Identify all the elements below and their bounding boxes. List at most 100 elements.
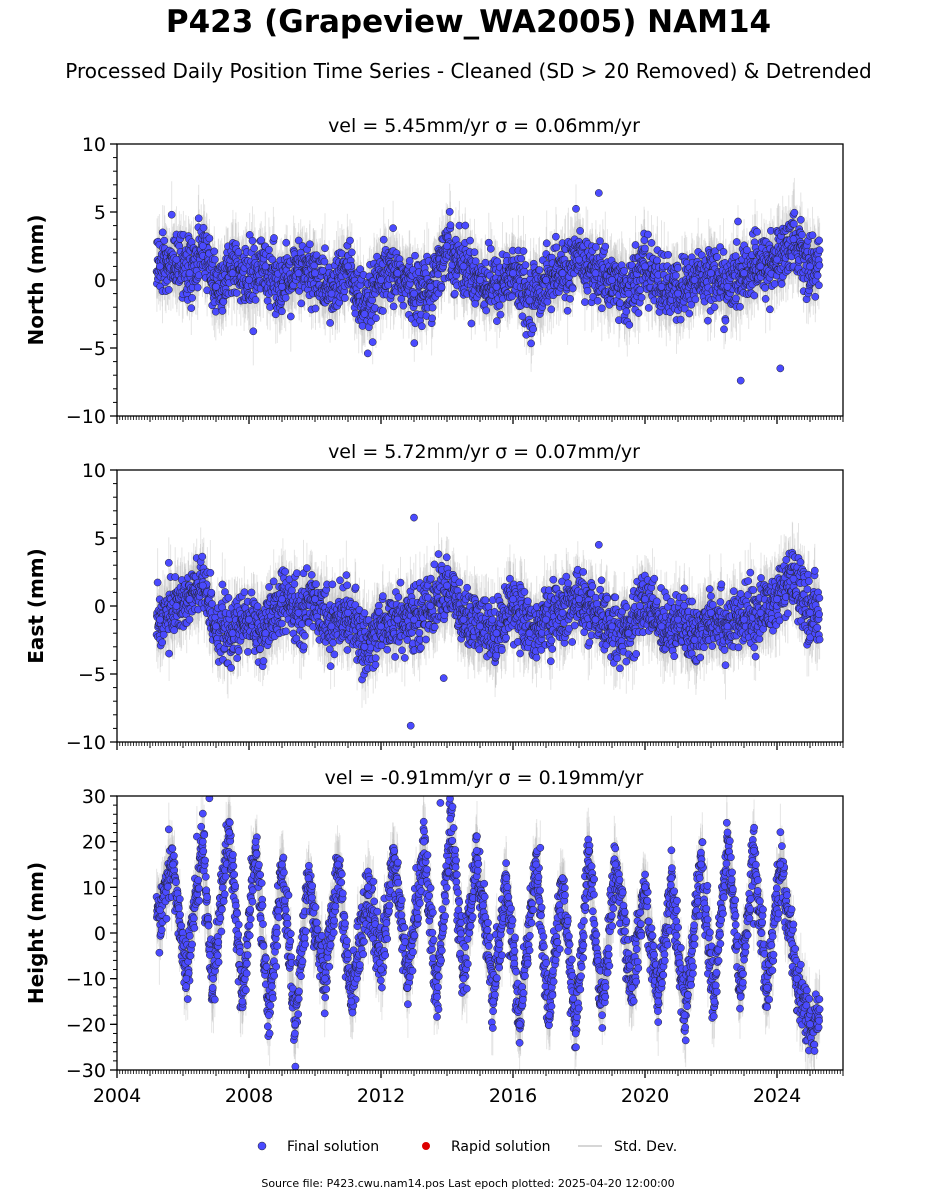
- y-axis-label: Height (mm): [24, 862, 48, 1004]
- data-point: [509, 269, 517, 278]
- data-point: [327, 289, 336, 298]
- data-point: [476, 622, 484, 631]
- y-tick-label: 10: [82, 877, 106, 899]
- data-point: [680, 1011, 689, 1020]
- plot-area: [152, 177, 824, 385]
- y-tick-label: 10: [82, 134, 106, 156]
- data-point: [439, 674, 448, 682]
- data-point: [393, 615, 402, 624]
- data-point: [558, 269, 567, 278]
- data-point: [377, 622, 385, 631]
- data-point: [436, 799, 445, 807]
- data-point: [443, 581, 451, 590]
- data-point: [294, 269, 303, 278]
- data-point: [410, 513, 418, 522]
- data-point: [459, 615, 468, 624]
- data-point: [571, 1029, 580, 1038]
- data-point: [723, 622, 732, 631]
- data-point: [624, 289, 633, 298]
- data-point: [697, 860, 705, 869]
- plot-area: [152, 513, 824, 730]
- data-point: [278, 282, 286, 291]
- data-point: [228, 269, 237, 278]
- data-point: [611, 860, 620, 869]
- data-point: [443, 242, 451, 250]
- data-point: [212, 622, 220, 631]
- data-point: [360, 310, 369, 318]
- data-point: [707, 608, 715, 617]
- data-point: [627, 983, 636, 992]
- data-point: [327, 622, 336, 631]
- data-point: [575, 595, 583, 604]
- data-point: [594, 540, 603, 549]
- legend-label: Std. Dev.: [614, 1139, 677, 1155]
- data-point: [420, 837, 428, 846]
- legend-item-rapid-solution: Rapid solution: [422, 1139, 551, 1155]
- y-tick-label: −20: [66, 1014, 106, 1036]
- data-point: [492, 629, 501, 638]
- legend-marker: [257, 1141, 267, 1151]
- data-point: [723, 828, 732, 837]
- data-point: [585, 846, 593, 855]
- data-point: [238, 997, 247, 1006]
- final-solution-points: [152, 513, 824, 730]
- data-point: [608, 276, 616, 284]
- data-point: [773, 255, 781, 264]
- data-point: [182, 974, 191, 983]
- x-tick-label: 2020: [621, 1085, 669, 1107]
- figure-subtitle: Processed Daily Position Time Series - C…: [65, 59, 872, 83]
- data-point: [806, 1020, 814, 1029]
- data-point: [212, 282, 220, 291]
- y-tick-label: −5: [78, 338, 106, 360]
- data-point: [426, 602, 435, 610]
- data-point: [594, 189, 603, 197]
- data-point: [410, 615, 418, 624]
- data-point: [558, 608, 567, 617]
- data-point: [476, 276, 484, 284]
- data-point: [360, 642, 369, 651]
- y-axis-label: East (mm): [24, 548, 48, 664]
- data-point: [789, 235, 798, 244]
- data-point: [321, 974, 329, 983]
- data-point: [756, 608, 765, 617]
- data-point: [311, 269, 319, 278]
- data-point: [291, 1020, 300, 1029]
- data-point: [261, 262, 270, 271]
- data-point: [756, 262, 765, 271]
- data-point: [542, 615, 550, 624]
- data-point: [377, 965, 385, 974]
- data-point: [598, 1011, 606, 1020]
- y-tick-label: −10: [66, 406, 106, 428]
- data-point: [225, 828, 234, 837]
- data-point: [459, 262, 468, 271]
- data-point: [347, 997, 356, 1006]
- legend-label: Final solution: [287, 1139, 379, 1155]
- data-point: [304, 874, 313, 883]
- data-point: [390, 846, 399, 855]
- y-tick-label: 5: [94, 202, 106, 224]
- data-point: [776, 364, 785, 373]
- y-tick-label: −30: [66, 1060, 106, 1082]
- data-point: [674, 615, 682, 624]
- panel-height: vel = -0.91mm/yr σ = 0.19mm/yr 30 20 10 0 −10…: [24, 767, 844, 1107]
- data-point: [446, 814, 455, 823]
- data-point: [515, 1020, 524, 1029]
- x-tick-label: 2004: [93, 1085, 141, 1107]
- y-tick-label: −5: [78, 664, 106, 686]
- legend-item-std-dev: Std. Dev.: [578, 1139, 677, 1155]
- data-point: [641, 883, 649, 892]
- x-tick-label: 2024: [753, 1085, 801, 1107]
- data-point: [264, 1011, 273, 1020]
- legend-item-final-solution: Final solution: [257, 1139, 379, 1155]
- data-point: [251, 837, 260, 846]
- data-point: [406, 721, 415, 730]
- legend: Final solution Rapid solution Std. Dev.: [257, 1139, 677, 1155]
- data-point: [426, 282, 435, 291]
- data-point: [575, 255, 583, 264]
- data-point: [403, 983, 412, 992]
- final-solution-points: [152, 189, 824, 385]
- data-point: [806, 608, 814, 617]
- data-point: [641, 262, 649, 271]
- x-tick-label: 2008: [225, 1085, 273, 1107]
